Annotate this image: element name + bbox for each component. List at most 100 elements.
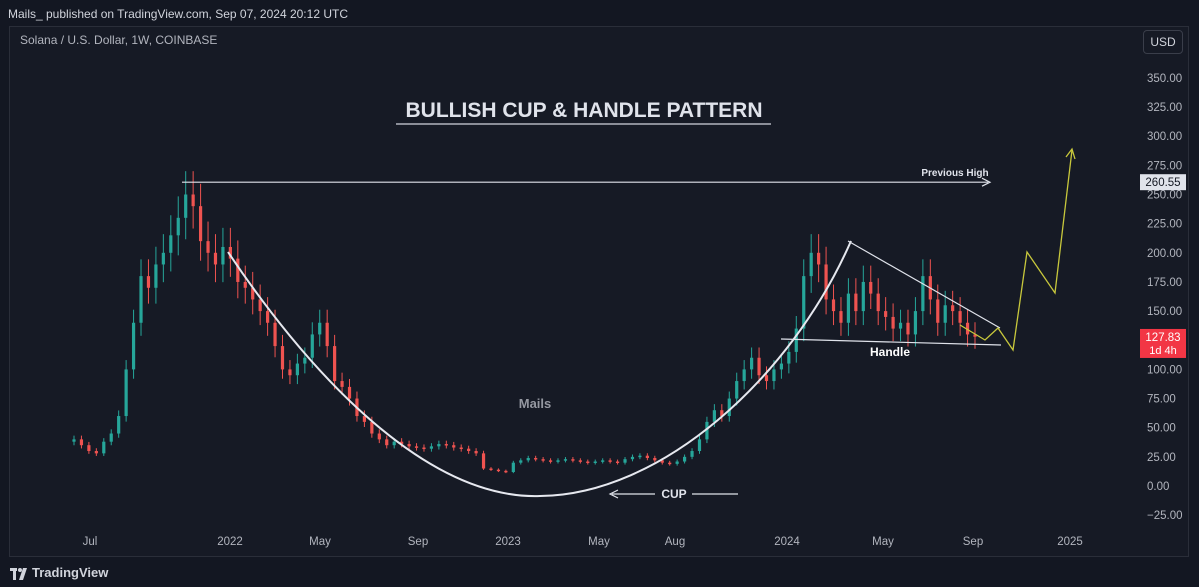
candle-body [176,217,180,236]
y-tick-label: 275.00 [1147,160,1182,172]
x-tick-label: Sep [963,536,983,548]
candle-body [519,460,523,463]
candle-body [131,322,136,370]
candle-body [541,459,545,461]
tradingview-logo[interactable]: TradingView [10,565,108,580]
candle-body [556,460,560,462]
y-tick-label: −25.00 [1147,510,1183,522]
candle-body [221,246,225,265]
candle-body [936,299,940,323]
cup-curve [227,240,852,498]
candle-body [772,369,776,382]
x-tick-label: 2023 [495,536,521,548]
candle-body [280,346,285,370]
candle-body [79,439,84,446]
candle-body [682,456,687,462]
candle-body [437,444,441,447]
previous-high-label: Previous High [921,168,988,179]
candle-body [638,455,642,458]
x-tick-label: 2024 [774,536,800,548]
handle-upper-line [847,240,1001,329]
candle-body [645,455,649,459]
candle-body [489,468,493,471]
candle-body [303,357,307,364]
candle-body [146,276,151,288]
candle-body [809,252,813,277]
candle-body [526,458,530,461]
candle-body [266,311,270,323]
candle-body [876,293,880,312]
watermark: Mails [519,396,552,411]
candle-body [169,235,173,253]
candle-body [891,316,895,329]
candle-body [951,305,955,312]
y-tick-label: 300.00 [1147,131,1182,143]
y-tick-label: 200.00 [1147,248,1182,260]
candle-body [109,433,113,442]
candle-body [362,416,367,422]
candle-body [474,451,478,454]
candle-body [258,299,262,312]
candle-body [668,462,672,465]
candle-body [422,447,426,450]
candle-body [392,441,396,446]
y-tick-label: 150.00 [1147,306,1182,318]
candle-body [243,281,247,288]
chart-frame[interactable] [9,26,1189,557]
projection-arrow [1065,147,1076,160]
currency-button[interactable]: USD [1143,30,1183,54]
candle-body [958,311,962,323]
candle-body [511,462,515,473]
candle-body [548,460,553,462]
candle-body [921,276,925,312]
candle-body [898,322,903,329]
y-tick-label: 350.00 [1147,73,1182,85]
candle-body [310,334,314,358]
candle-body [817,252,821,265]
candle-body [407,444,411,447]
candle-body [608,460,612,462]
candle-body [444,444,448,446]
candle-body [571,459,575,461]
candle-body [824,264,828,300]
x-tick-label: May [309,536,331,548]
candle-body [720,410,724,417]
candle-body [615,461,620,464]
candle-body [764,375,769,382]
candle-body [377,433,381,440]
candle-body [578,460,582,462]
candle-body [206,241,210,253]
candle-body [191,194,195,207]
candle-body [496,469,501,472]
candle-body [869,281,873,294]
candle-body [504,470,508,473]
candle-body [102,441,106,454]
candle-body [846,293,851,323]
previous-high-arrow [981,177,992,187]
candle-body [943,305,947,323]
candle-body [839,311,843,323]
y-tick-label: 100.00 [1147,364,1182,376]
published-text: Mails_ published on TradingView.com, Sep… [8,7,348,21]
cup-label: CUP [661,487,686,501]
candle-body [400,441,404,445]
candle-body [236,258,240,282]
candle-body [802,276,806,329]
candle-body [198,206,203,242]
candle-body [660,460,664,463]
x-tick-label: Sep [408,536,428,548]
x-tick-label: 2025 [1057,536,1083,548]
y-tick-label: 325.00 [1147,102,1182,114]
candle-body [228,246,232,259]
candle-body [467,448,471,452]
candle-body [251,287,255,300]
candle-body [429,446,434,449]
brand-name: TradingView [32,565,109,580]
countdown-label: 1d 4h [1149,345,1177,357]
chart-title: BULLISH CUP & HANDLE PATTERN [406,99,763,122]
y-tick-label: 225.00 [1147,219,1182,231]
candle-body [727,398,731,417]
candle-body [184,194,188,218]
candle-body [288,369,292,376]
